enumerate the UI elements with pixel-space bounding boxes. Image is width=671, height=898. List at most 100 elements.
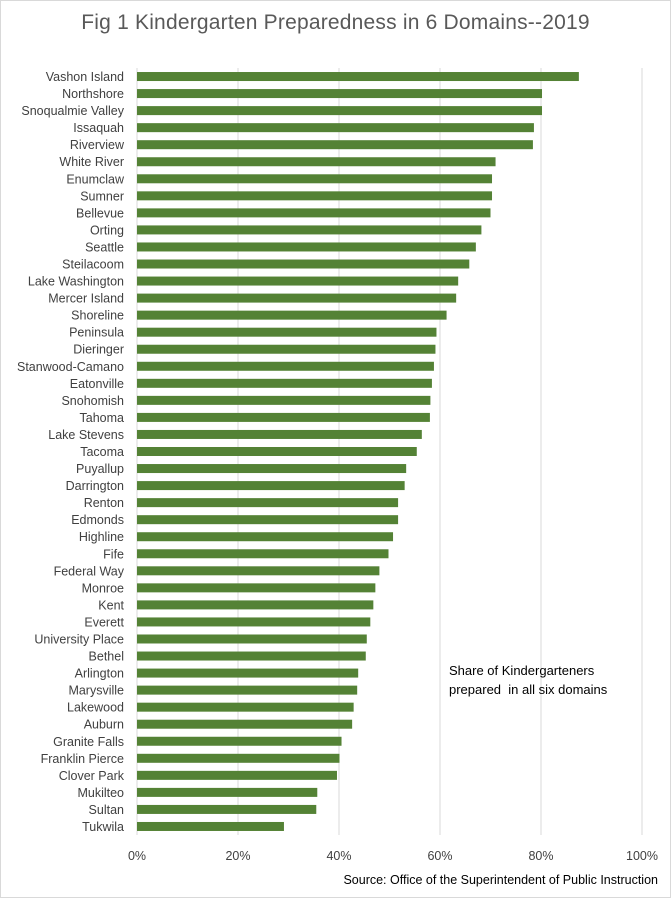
category-label: Snoqualmie Valley: [21, 104, 124, 118]
category-label: Auburn: [84, 718, 124, 732]
bar: [137, 344, 436, 354]
category-labels: Vashon Island Northshore Snoqualmie Valley…: [17, 70, 125, 834]
category-label: Tahoma: [80, 411, 125, 425]
bar: [137, 191, 493, 201]
category-label: Orting: [90, 223, 124, 237]
chart-title: Fig 1 Kindergarten Preparedness in 6 Dom…: [81, 11, 590, 34]
bar: [137, 464, 407, 474]
category-label: Peninsula: [69, 326, 124, 340]
bar: [137, 327, 437, 337]
category-label: Darrington: [66, 479, 124, 493]
category-label: Clover Park: [59, 769, 125, 783]
category-label: Riverview: [70, 138, 125, 152]
category-label: Steilacoom: [62, 258, 124, 272]
bar: [137, 361, 434, 371]
bar: [137, 685, 358, 695]
bar: [137, 566, 380, 576]
category-label: Tacoma: [80, 445, 124, 459]
category-label: University Place: [34, 632, 124, 646]
bar: [137, 106, 543, 116]
category-label: Stanwood-Camano: [17, 360, 124, 374]
bar: [137, 208, 491, 218]
bar: [137, 174, 493, 184]
category-label: Puyallup: [76, 462, 124, 476]
bar: [137, 515, 399, 525]
category-label: Edmonds: [71, 513, 124, 527]
bar: [137, 736, 342, 746]
category-label: Granite Falls: [53, 735, 124, 749]
x-tick-label: 40%: [326, 849, 351, 863]
category-label: Highline: [79, 530, 124, 544]
bar: [137, 668, 359, 678]
category-label: Sumner: [80, 189, 124, 203]
bar: [137, 412, 430, 422]
x-tick-label: 100%: [626, 849, 658, 863]
category-label: Seattle: [85, 240, 124, 254]
bar: [137, 583, 376, 593]
bar: [137, 634, 367, 644]
bar: [137, 481, 405, 491]
category-label: Shoreline: [71, 309, 124, 323]
x-tick-label: 20%: [225, 849, 250, 863]
category-label: Dieringer: [73, 343, 124, 357]
bar: [137, 276, 459, 286]
category-label: Lake Stevens: [48, 428, 124, 442]
category-label: Marysville: [68, 684, 124, 698]
bar: [137, 600, 374, 610]
category-label: Tukwila: [82, 820, 124, 834]
chart-annotation: Share of Kindergarteners prepared in all…: [449, 661, 649, 699]
bar: [137, 429, 422, 439]
bar: [137, 651, 366, 661]
bar: [137, 498, 399, 508]
bar: [137, 804, 317, 814]
bar: [137, 89, 543, 99]
category-label: Franklin Pierce: [41, 752, 124, 766]
bar: [137, 310, 447, 320]
bar: [137, 702, 354, 712]
annotation-line-1: Share of Kindergarteners: [449, 663, 595, 678]
category-label: Mukilteo: [77, 786, 124, 800]
bar: [137, 225, 482, 235]
category-label: Mercer Island: [48, 292, 124, 306]
bar: [137, 378, 432, 388]
category-label: Eatonville: [70, 377, 124, 391]
x-tick-label: 0%: [128, 849, 146, 863]
category-label: Sultan: [89, 803, 124, 817]
category-label: Vashon Island: [46, 70, 124, 84]
bar: [137, 140, 533, 150]
category-label: Renton: [84, 496, 124, 510]
bar: [137, 787, 318, 797]
bar: [137, 719, 353, 729]
category-label: Kent: [98, 598, 124, 612]
category-label: White River: [59, 155, 124, 169]
category-label: Bethel: [89, 650, 124, 664]
category-label: Lakewood: [67, 701, 124, 715]
category-label: Lake Washington: [28, 275, 124, 289]
bar: [137, 447, 417, 456]
category-label: Snohomish: [61, 394, 124, 408]
bar: [137, 821, 284, 831]
bar: [137, 259, 470, 269]
category-label: Bellevue: [76, 206, 124, 220]
category-label: Fife: [103, 547, 124, 561]
bar: [137, 395, 431, 405]
bar: [137, 770, 337, 780]
x-axis-tick-labels: 0% 20% 40% 60% 80% 100%: [128, 849, 658, 863]
x-tick-label: 60%: [427, 849, 452, 863]
annotation-line-2: prepared in all six domains: [449, 682, 608, 697]
category-label: Monroe: [82, 581, 124, 595]
bar: [137, 532, 394, 542]
category-label: Arlington: [75, 667, 124, 681]
category-label: Northshore: [62, 87, 124, 101]
source-note: Source: Office of the Superintendent of …: [343, 873, 658, 887]
bars: [137, 72, 579, 831]
category-label: Everett: [84, 615, 124, 629]
bar: [137, 549, 389, 559]
bar: [137, 157, 496, 167]
bar: [137, 123, 534, 133]
category-label: Enumclaw: [66, 172, 125, 186]
bar: [137, 617, 371, 627]
bar: [137, 72, 579, 82]
